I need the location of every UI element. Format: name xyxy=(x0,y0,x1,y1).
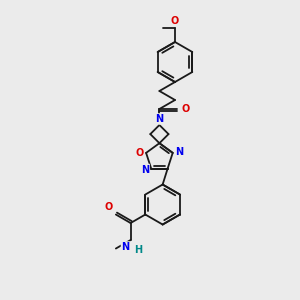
Text: H: H xyxy=(135,245,143,255)
Text: O: O xyxy=(171,16,179,26)
Text: N: N xyxy=(175,147,183,157)
Text: O: O xyxy=(136,148,144,158)
Text: O: O xyxy=(182,104,190,114)
Text: N: N xyxy=(122,242,130,252)
Text: O: O xyxy=(105,202,113,212)
Text: N: N xyxy=(141,164,149,175)
Text: N: N xyxy=(155,114,164,124)
